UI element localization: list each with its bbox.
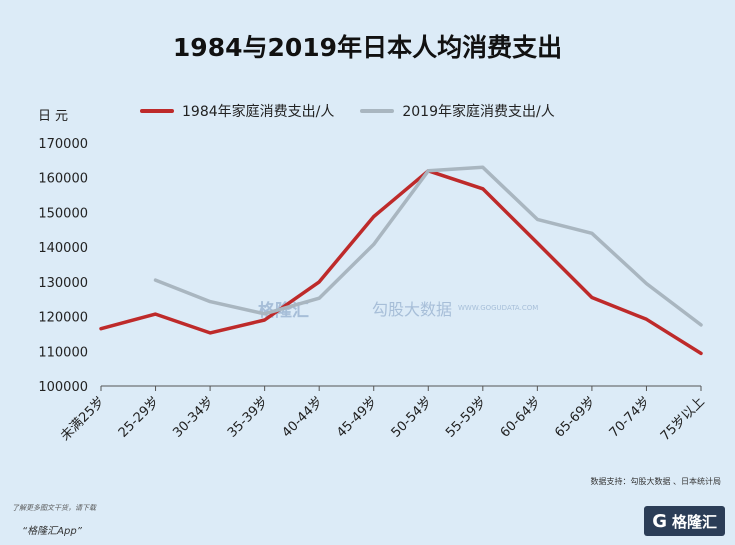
x-tick-label: 未满25岁 bbox=[58, 394, 108, 444]
y-tick-label: 100000 bbox=[38, 380, 88, 395]
legend-label-1984: 1984年家庭消费支出/人 bbox=[182, 104, 335, 120]
y-axis-unit: 日元 bbox=[38, 109, 73, 124]
y-tick-label: 150000 bbox=[38, 206, 88, 221]
logo-mark-icon: G bbox=[652, 510, 667, 532]
legend-item-1984: 1984年家庭消费支出/人 bbox=[140, 101, 334, 121]
legend-swatch-1984 bbox=[140, 109, 174, 113]
x-tick-label: 40-44岁 bbox=[279, 394, 326, 441]
x-tick-label: 55-59岁 bbox=[443, 394, 490, 441]
y-tick-label: 120000 bbox=[38, 311, 88, 326]
x-tick-label: 50-54岁 bbox=[389, 394, 436, 441]
watermark-logo-right: 勾股大数据 WWW.GOGUDATA.COM bbox=[372, 296, 538, 320]
chart-series bbox=[99, 165, 703, 356]
legend-item-2019: 2019年家庭消费支出/人 bbox=[360, 101, 555, 121]
chart-axes: 100000 110000 120000 130000 140000 150000 1600… bbox=[38, 137, 707, 444]
y-tick-label: 160000 bbox=[38, 172, 88, 187]
footer-app-name: “格隆汇App” bbox=[22, 526, 82, 537]
footer-logo: G 格隆汇 bbox=[644, 506, 725, 536]
series-line-1984 bbox=[99, 169, 703, 356]
x-tick-label: 70-74岁 bbox=[607, 394, 654, 441]
x-tick-label: 60-64岁 bbox=[498, 394, 545, 441]
x-tick-label: 65-69岁 bbox=[552, 394, 599, 441]
footer-note: 了解更多图文干货，请下载 bbox=[12, 504, 96, 512]
legend-label-2019: 2019年家庭消费支出/人 bbox=[402, 104, 555, 120]
y-tick-label: 170000 bbox=[38, 137, 88, 152]
x-tick-label: 25-29岁 bbox=[116, 394, 163, 441]
chart-title: 1984与2019年日本人均消费支出 bbox=[172, 33, 563, 62]
y-tick-label: 130000 bbox=[38, 276, 88, 291]
x-tick-label: 45-49岁 bbox=[334, 394, 381, 441]
y-tick-label: 110000 bbox=[38, 345, 88, 360]
x-tick-label: 35-39岁 bbox=[225, 394, 272, 441]
x-tick-label: 30-34岁 bbox=[170, 394, 217, 441]
legend-swatch-2019 bbox=[360, 109, 395, 113]
watermark-right-sub: WWW.GOGUDATA.COM bbox=[458, 304, 539, 312]
series-line-2019 bbox=[153, 165, 703, 327]
data-source: 数据支持：勾股大数据 、日本统计局 bbox=[590, 477, 721, 486]
x-tick-label: 75岁以上 bbox=[658, 394, 708, 444]
logo-text: 格隆汇 bbox=[671, 512, 717, 531]
watermark-right-text: 勾股大数据 bbox=[372, 300, 453, 319]
chart-legend: 1984年家庭消费支出/人 2019年家庭消费支出/人 bbox=[140, 101, 555, 121]
y-tick-label: 140000 bbox=[38, 241, 88, 256]
